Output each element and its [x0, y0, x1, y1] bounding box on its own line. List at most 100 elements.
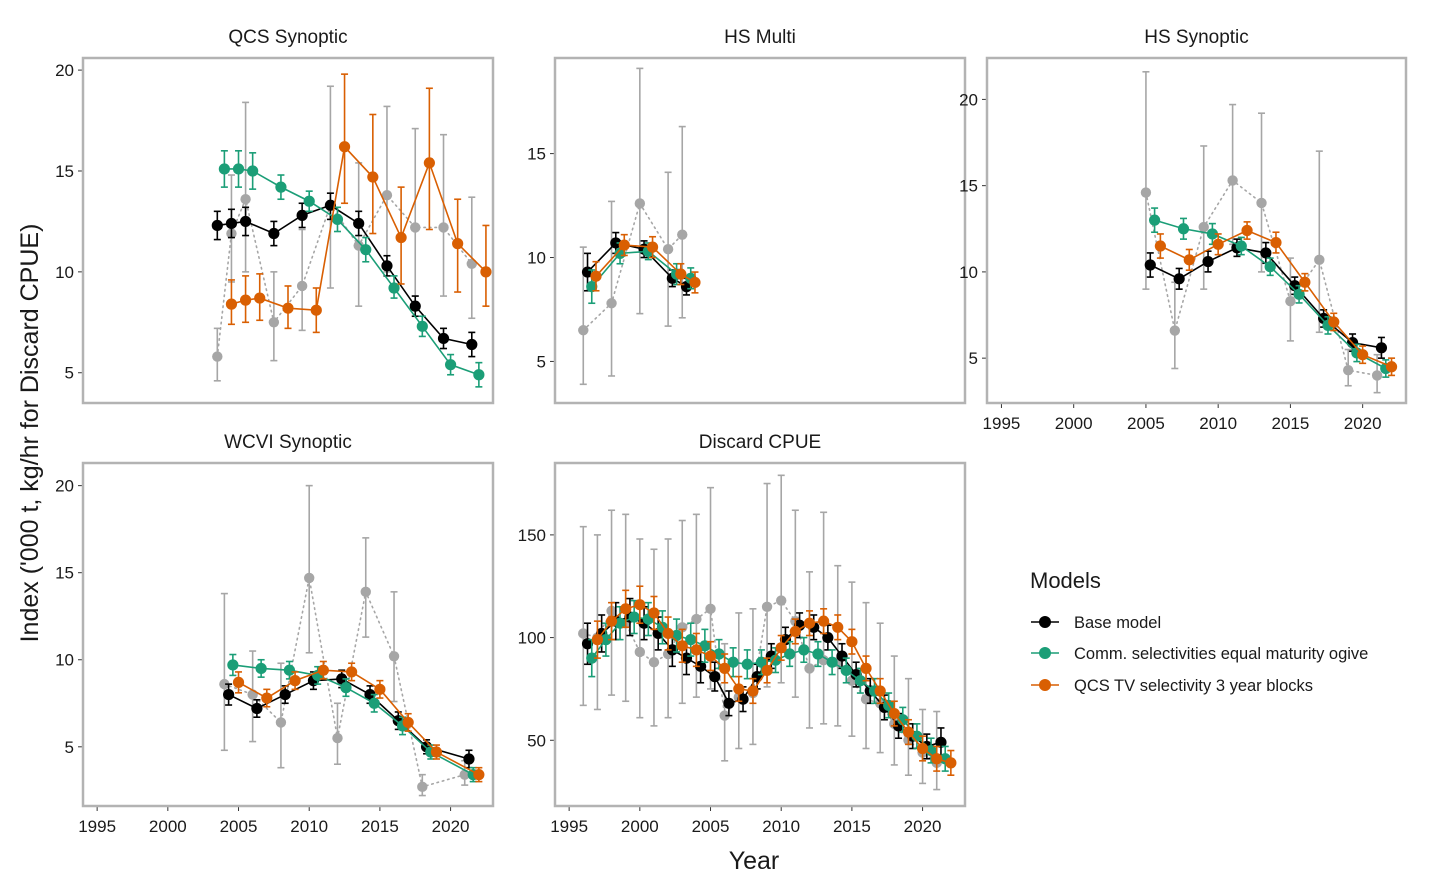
legend-key-point [1039, 679, 1051, 691]
series-point [590, 270, 602, 282]
x-tick-label: 2000 [621, 817, 659, 836]
series-point [709, 671, 721, 683]
series-point [784, 648, 796, 660]
panel-title: HS Multi [724, 27, 796, 48]
series-point [239, 294, 252, 306]
observed-point [268, 317, 280, 328]
observed-point [634, 646, 646, 658]
observed-point [1140, 187, 1152, 198]
series-point [586, 281, 598, 293]
panel-title: WCVI Synoptic [224, 432, 352, 453]
series-line [224, 168, 480, 376]
x-tick-label: 2015 [361, 817, 399, 836]
series-point [1260, 247, 1272, 259]
series-point [310, 304, 322, 316]
y-tick-label: 20 [959, 90, 978, 109]
series-point [1144, 259, 1156, 271]
observed-point [332, 732, 343, 744]
series-point [888, 707, 900, 720]
observed-error-bar [411, 127, 419, 297]
observed-point [1198, 221, 1209, 233]
series-point [600, 634, 612, 646]
series-point [388, 282, 400, 294]
series-point [1177, 223, 1190, 235]
series-point [452, 238, 464, 250]
x-tick-label: 2015 [833, 817, 871, 836]
series-point [605, 615, 618, 627]
series-point [902, 726, 915, 738]
series-point [935, 736, 947, 748]
observed-point [1314, 254, 1325, 266]
series-point [610, 237, 622, 249]
series-point [1385, 361, 1398, 373]
series-point [775, 642, 787, 654]
series-point [713, 648, 725, 660]
panel-title: QCS Synoptic [228, 27, 347, 48]
series-point [232, 163, 245, 175]
panel-hs-synoptic: HS Synoptic 5 10 15 20 1995 2000 2005 2010 2015 20… [959, 27, 1408, 433]
y-tick-label: 10 [55, 263, 74, 282]
observed-point [860, 693, 872, 705]
series-point [367, 171, 379, 183]
observed-error-bar [650, 548, 658, 727]
legend-item-qcs-tv-selectivity: QCS TV selectivity 3 year blocks [1031, 677, 1313, 695]
x-tick-label: 2020 [904, 817, 942, 836]
series-point [282, 302, 294, 314]
series-comm-selectivities [1149, 207, 1392, 378]
y-tick-label: 5 [65, 364, 74, 383]
series-point [840, 664, 852, 677]
series-point [374, 683, 386, 695]
series-point [832, 621, 844, 633]
series-point [761, 664, 773, 677]
x-tick-label: 2000 [1055, 414, 1093, 433]
observed-point [719, 710, 730, 721]
series-point [854, 675, 866, 687]
series-point [261, 692, 273, 704]
series-point [1149, 214, 1161, 226]
x-tick-label: 2000 [149, 817, 187, 836]
observed-point [240, 194, 251, 205]
observed-line [1145, 179, 1378, 377]
series-point [296, 209, 308, 221]
observed-point [677, 229, 688, 240]
series-comm-selectivities [218, 150, 485, 388]
y-tick-label: 15 [55, 564, 74, 583]
y-tick-label: 10 [55, 651, 74, 670]
series-point [741, 658, 753, 670]
series-point [336, 673, 348, 685]
series-point [723, 697, 735, 709]
series-point [1206, 228, 1218, 240]
series-point [1375, 342, 1388, 354]
series-point [275, 181, 287, 193]
series-qcs-tv-selectivity [225, 73, 492, 334]
y-tick-label: 5 [537, 352, 546, 371]
observed-error-bar [242, 101, 250, 273]
series-point [1235, 240, 1247, 252]
series-point [254, 292, 266, 304]
series-point [916, 742, 929, 755]
x-tick-label: 2005 [220, 817, 258, 836]
series-point [223, 688, 235, 701]
series-point [225, 298, 238, 310]
series-point [430, 746, 443, 758]
series-point [368, 697, 380, 709]
series-point [268, 227, 280, 240]
panel-frame [985, 56, 1408, 405]
observed-point [1343, 365, 1354, 376]
series-point [218, 163, 230, 175]
observed-point [578, 628, 589, 639]
series-point [1264, 261, 1276, 273]
legend-item-base-model: Base model [1031, 614, 1161, 632]
observed-point [1169, 325, 1181, 336]
observed-error-bar [277, 662, 285, 769]
y-tick-label: 50 [527, 731, 546, 750]
observed-error-bar [1142, 71, 1150, 290]
fit-error-bar [482, 224, 490, 307]
series-point [247, 165, 259, 177]
observed-point [1371, 370, 1383, 381]
series-point [473, 369, 485, 381]
series-base-model [211, 192, 478, 358]
y-tick-label: 20 [55, 61, 74, 80]
